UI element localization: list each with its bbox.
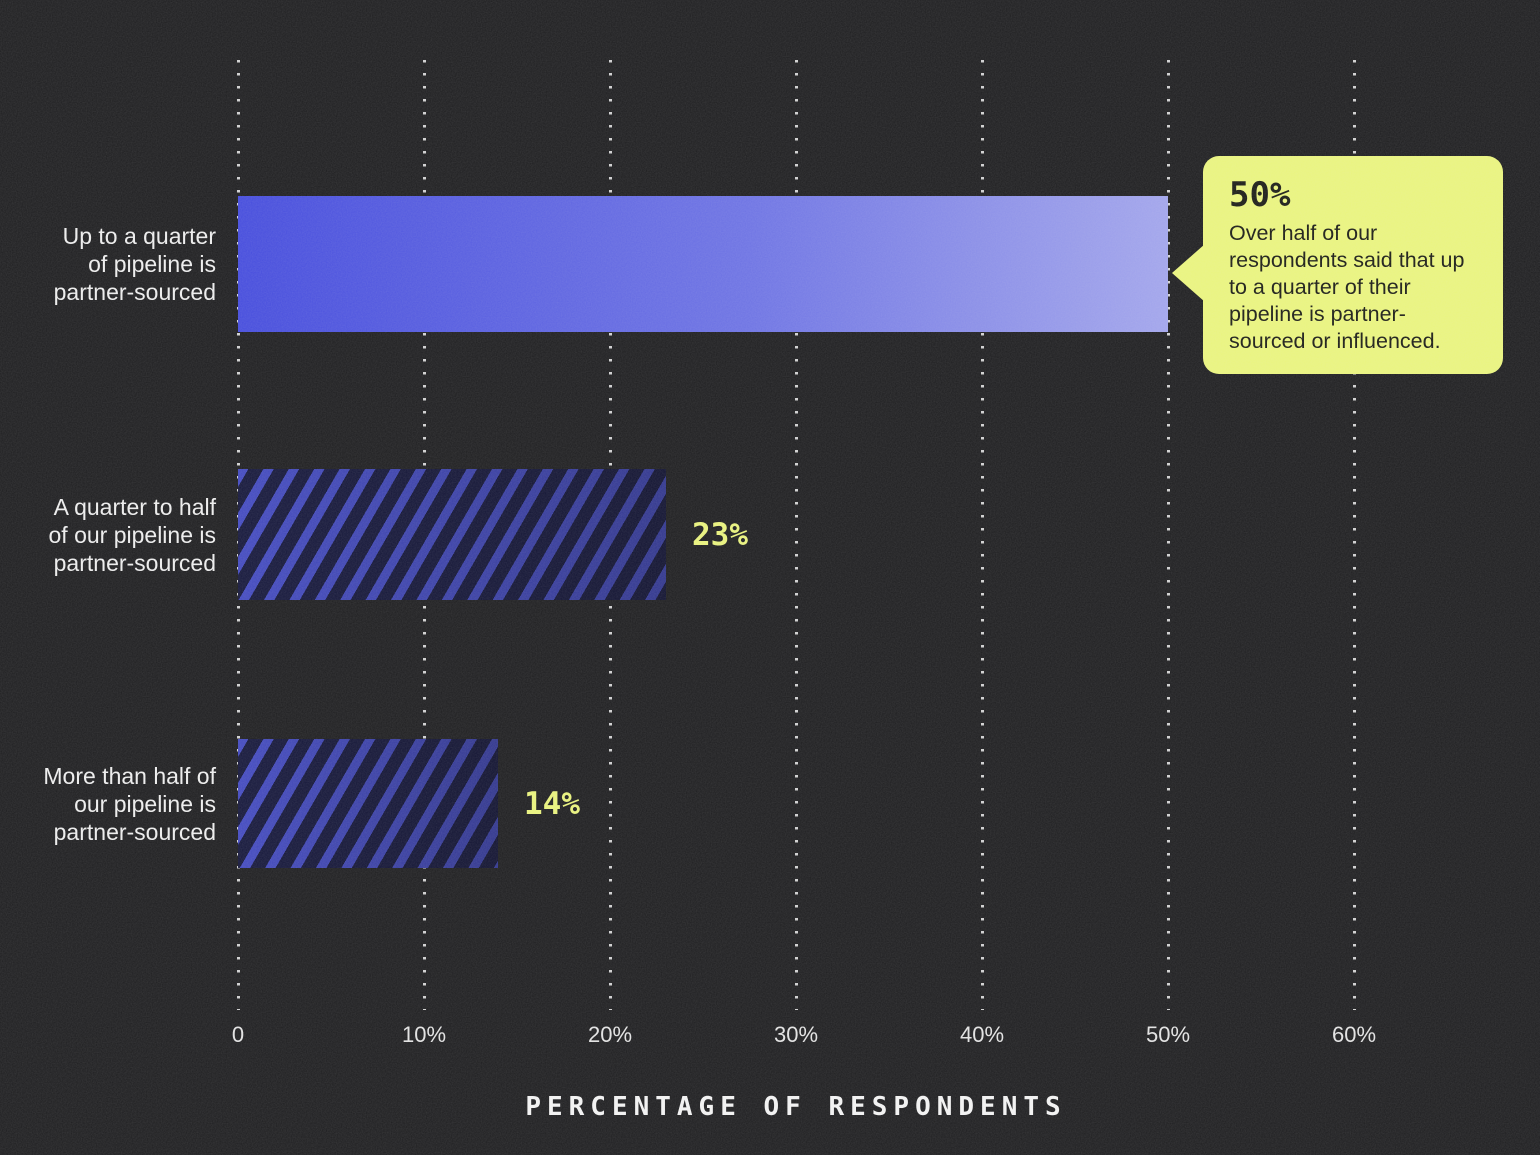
x-tick-label: 40% bbox=[959, 1022, 1005, 1047]
x-tick-label: 60% bbox=[1331, 1022, 1377, 1047]
x-tick-label: 10% bbox=[401, 1022, 447, 1047]
callout-bubble: 50% Over half of our respondents said th… bbox=[1172, 156, 1503, 374]
bar-2 bbox=[238, 469, 666, 600]
category-label-3: More than half of our pipeline is partne… bbox=[43, 762, 216, 845]
category-label-2: A quarter to half of our pipeline is par… bbox=[48, 493, 217, 576]
bar-1 bbox=[238, 196, 1168, 332]
x-tick-label: 20% bbox=[587, 1022, 633, 1047]
bar-3 bbox=[238, 739, 498, 868]
callout-value: 50% bbox=[1229, 175, 1291, 215]
x-tick-label: 0 bbox=[231, 1022, 245, 1047]
callout-text: Over half of our respondents said that u… bbox=[1229, 221, 1465, 353]
x-tick-label: 30% bbox=[773, 1022, 819, 1047]
callout-tail-pointer bbox=[1172, 244, 1205, 302]
value-label-3: 14% bbox=[524, 785, 580, 822]
x-tick-label: 50% bbox=[1145, 1022, 1191, 1047]
category-label-1: Up to a quarter of pipeline is partner-s… bbox=[53, 223, 216, 305]
x-axis-title: PERCENTAGE OF RESPONDENTS bbox=[525, 1092, 1067, 1122]
value-label-2: 23% bbox=[692, 516, 748, 553]
